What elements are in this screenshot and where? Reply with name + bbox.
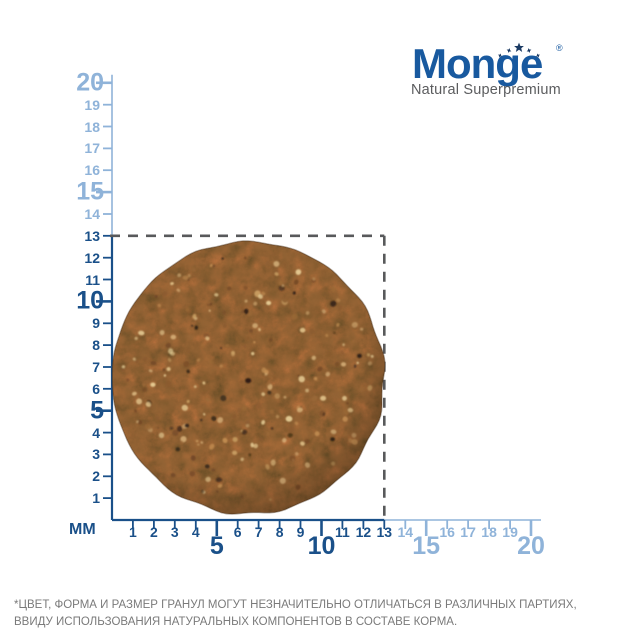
svg-text:Natural Superpremium: Natural Superpremium: [411, 82, 561, 98]
svg-text:Monge: Monge: [412, 40, 542, 87]
svg-text:®: ®: [556, 43, 563, 53]
